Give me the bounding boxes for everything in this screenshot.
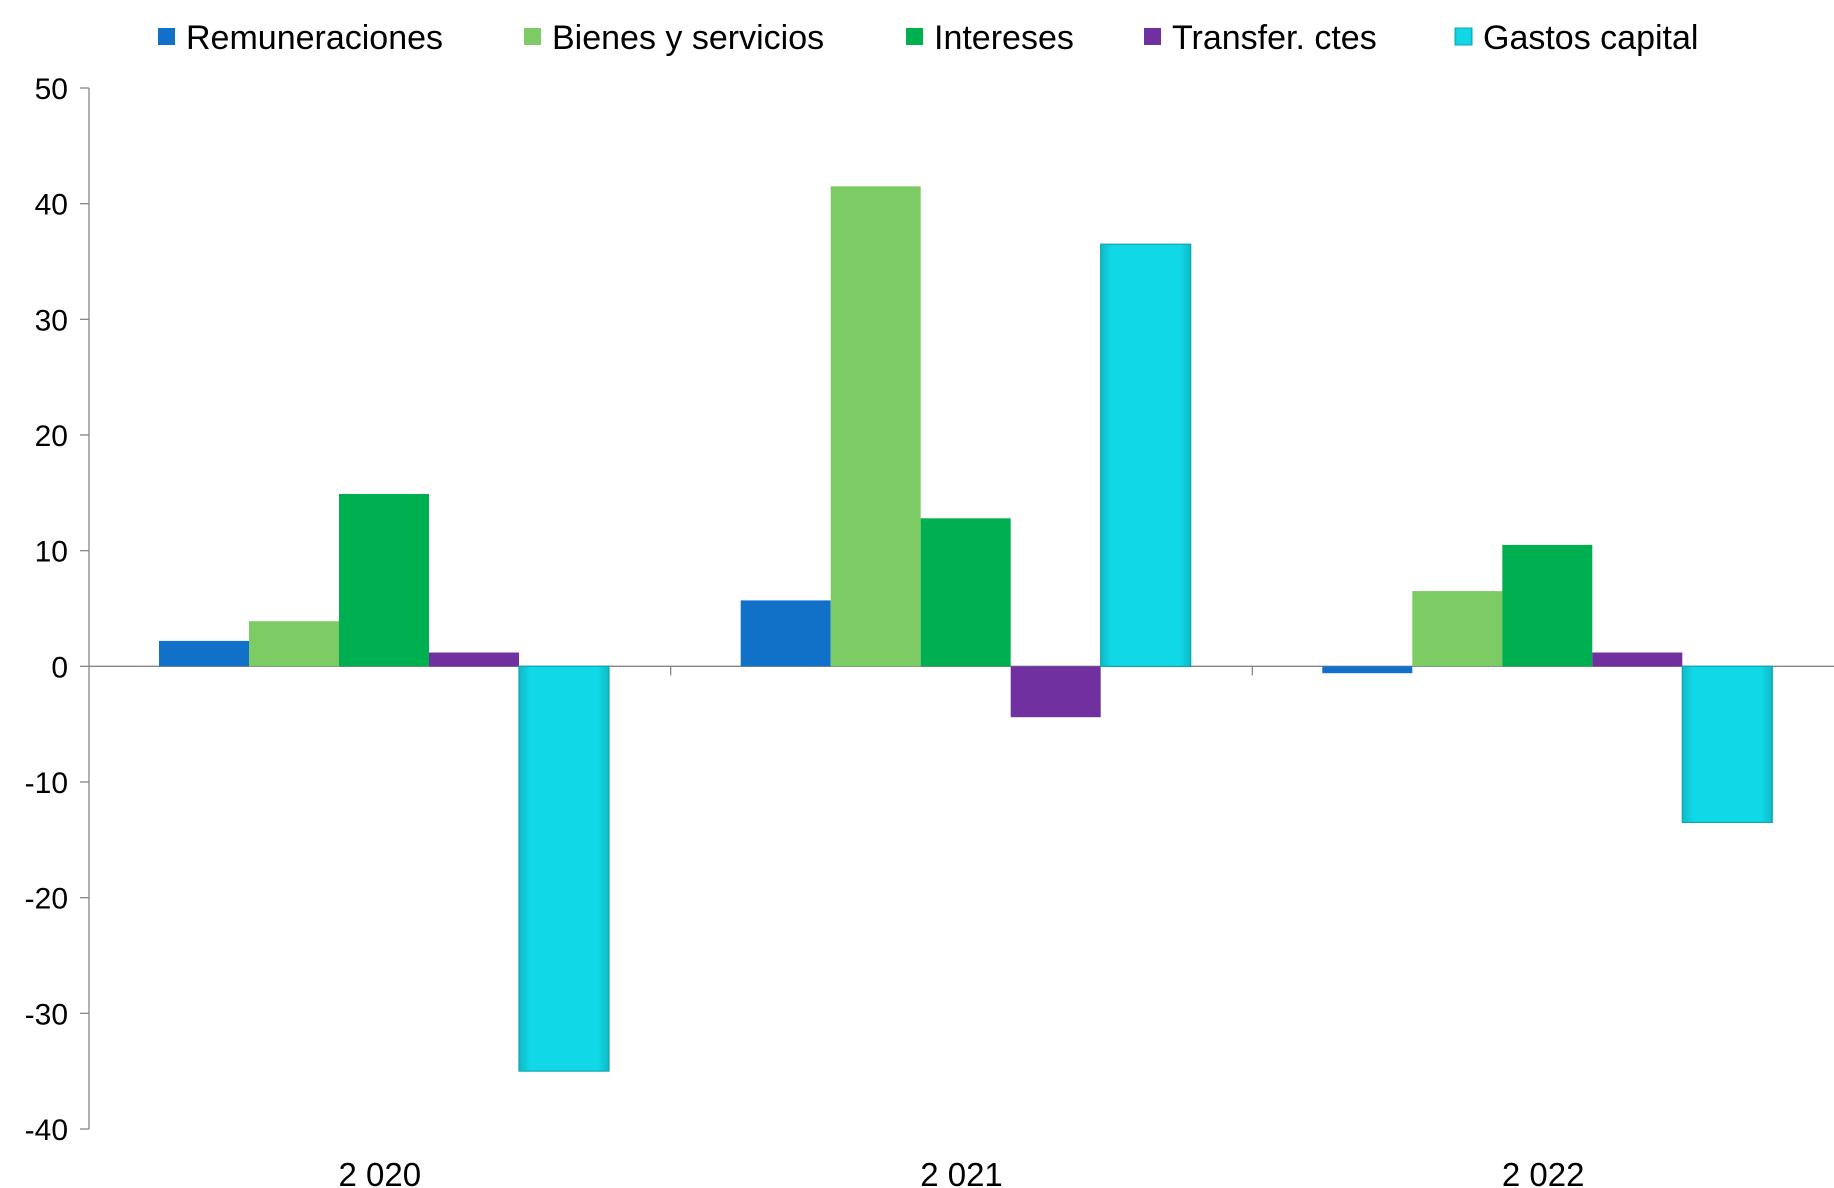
bar-gastos-capital-2 [1681, 665, 1773, 823]
legend-label: Intereses [934, 19, 1074, 57]
y-tick-label: 0 [51, 651, 68, 684]
legend-swatch [1144, 28, 1161, 45]
bar-bienes-y-servicios-0 [249, 621, 339, 667]
y-tick-label: 10 [35, 536, 68, 569]
bar-remuneraciones-0 [159, 640, 249, 667]
y-tick-label: 30 [35, 304, 68, 337]
bar-intereses-1 [920, 518, 1011, 667]
y-tick-label: -30 [25, 998, 68, 1031]
category-labels: 2 020 2 021 2 022 [339, 1156, 1585, 1188]
axes: 50 40 30 20 10 0 -10 -20 -30 -40 [25, 73, 1834, 1147]
legend: Remuneraciones Bienes y servicios Interese… [158, 19, 1698, 57]
bar-transfer-ctes-2 [1592, 652, 1683, 667]
y-tick-label: -10 [25, 767, 68, 800]
bar-transfer-ctes-1 [1010, 666, 1101, 718]
legend-label: Gastos capital [1483, 19, 1698, 57]
legend-swatch [1454, 27, 1473, 46]
bar-gastos-capital-0 [518, 665, 610, 1072]
x-category-label: 2 022 [1502, 1156, 1585, 1188]
bar-transfer-ctes-0 [429, 652, 519, 667]
bar-remuneraciones-2 [1322, 666, 1413, 674]
bar-intereses-0 [339, 494, 429, 667]
y-tick-label: -40 [25, 1114, 68, 1147]
legend-swatch [906, 28, 923, 45]
bar-remuneraciones-1 [740, 600, 831, 667]
bar-bienes-y-servicios-2 [1412, 591, 1503, 667]
bars [159, 186, 1773, 1072]
y-tick-label: 40 [35, 189, 68, 222]
bar-intereses-2 [1502, 544, 1593, 667]
y-tick-label: 50 [35, 73, 68, 106]
x-category-label: 2 021 [920, 1156, 1003, 1188]
legend-swatch [524, 28, 541, 45]
legend-swatch [158, 28, 175, 45]
legend-label: Bienes y servicios [552, 19, 824, 57]
y-tick-label: 20 [35, 420, 68, 453]
bar-bienes-y-servicios-1 [830, 186, 921, 667]
legend-label: Transfer. ctes [1172, 19, 1377, 57]
x-category-label: 2 020 [339, 1156, 422, 1188]
legend-label: Remuneraciones [186, 19, 443, 57]
y-tick-label: -20 [25, 883, 68, 916]
bar-gastos-capital-1 [1100, 243, 1192, 668]
